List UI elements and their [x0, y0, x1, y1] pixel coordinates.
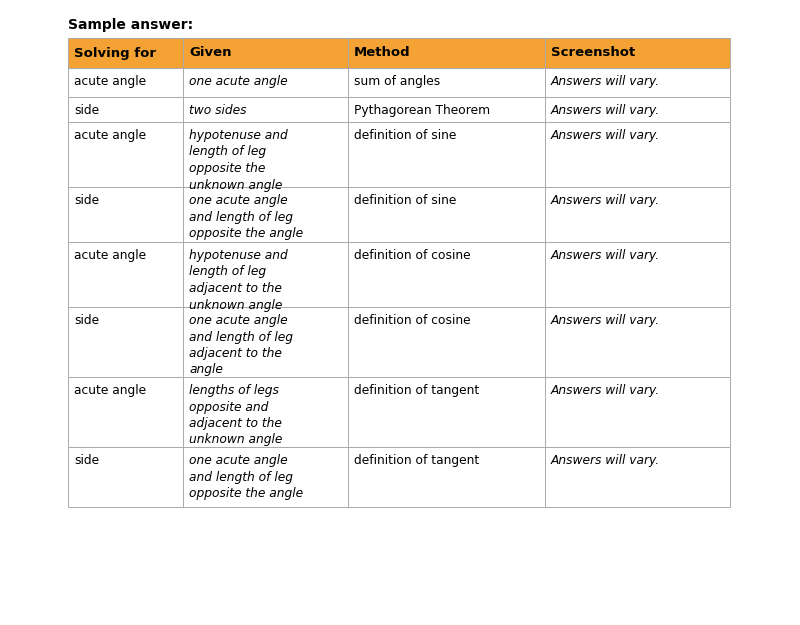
Text: definition of sine: definition of sine — [354, 194, 456, 207]
Bar — [68, 68, 183, 97]
Bar — [68, 97, 183, 122]
Text: side: side — [74, 314, 99, 327]
Text: lengths of legs
opposite and
adjacent to the
unknown angle: lengths of legs opposite and adjacent to… — [189, 384, 282, 446]
Bar — [545, 38, 730, 68]
Bar — [183, 447, 348, 507]
Text: one acute angle: one acute angle — [189, 75, 288, 88]
Text: Given: Given — [189, 46, 231, 59]
Bar — [183, 97, 348, 122]
Text: side: side — [74, 194, 99, 207]
Bar — [545, 447, 730, 507]
Text: Answers will vary.: Answers will vary. — [551, 384, 660, 397]
Text: definition of tangent: definition of tangent — [354, 384, 479, 397]
Text: acute angle: acute angle — [74, 384, 146, 397]
Bar — [183, 68, 348, 97]
Bar — [183, 242, 348, 307]
Text: Answers will vary.: Answers will vary. — [551, 314, 660, 327]
Text: Screenshot: Screenshot — [551, 46, 635, 59]
Bar — [545, 307, 730, 377]
Bar — [545, 122, 730, 187]
Text: acute angle: acute angle — [74, 249, 146, 262]
Text: Answers will vary.: Answers will vary. — [551, 129, 660, 142]
Text: acute angle: acute angle — [74, 75, 146, 88]
Bar — [68, 187, 183, 242]
Text: Answers will vary.: Answers will vary. — [551, 104, 660, 117]
Text: Answers will vary.: Answers will vary. — [551, 75, 660, 88]
Bar — [183, 307, 348, 377]
Bar — [183, 38, 348, 68]
Bar — [68, 242, 183, 307]
Bar — [348, 307, 545, 377]
Text: acute angle: acute angle — [74, 129, 146, 142]
Text: Sample answer:: Sample answer: — [68, 18, 193, 32]
Bar — [68, 122, 183, 187]
Bar — [545, 242, 730, 307]
Text: one acute angle
and length of leg
opposite the angle: one acute angle and length of leg opposi… — [189, 194, 303, 240]
Text: Solving for: Solving for — [74, 46, 156, 59]
Bar — [545, 68, 730, 97]
Bar — [68, 307, 183, 377]
Bar — [348, 242, 545, 307]
Text: Method: Method — [354, 46, 410, 59]
Text: definition of cosine: definition of cosine — [354, 314, 470, 327]
Text: side: side — [74, 104, 99, 117]
Text: two sides: two sides — [189, 104, 246, 117]
Text: one acute angle
and length of leg
adjacent to the
angle: one acute angle and length of leg adjace… — [189, 314, 293, 376]
Bar — [68, 377, 183, 447]
Bar — [545, 97, 730, 122]
Text: sum of angles: sum of angles — [354, 75, 440, 88]
Bar — [348, 97, 545, 122]
Text: Answers will vary.: Answers will vary. — [551, 454, 660, 467]
Text: one acute angle
and length of leg
opposite the angle: one acute angle and length of leg opposi… — [189, 454, 303, 500]
Bar — [545, 187, 730, 242]
Text: hypotenuse and
length of leg
adjacent to the
unknown angle: hypotenuse and length of leg adjacent to… — [189, 249, 288, 311]
Bar — [183, 187, 348, 242]
Bar — [348, 377, 545, 447]
Bar — [545, 377, 730, 447]
Text: definition of cosine: definition of cosine — [354, 249, 470, 262]
Bar — [348, 68, 545, 97]
Text: hypotenuse and
length of leg
opposite the
unknown angle: hypotenuse and length of leg opposite th… — [189, 129, 288, 191]
Text: Answers will vary.: Answers will vary. — [551, 249, 660, 262]
Text: side: side — [74, 454, 99, 467]
Bar — [68, 447, 183, 507]
Bar — [183, 122, 348, 187]
Text: Answers will vary.: Answers will vary. — [551, 194, 660, 207]
Bar — [348, 38, 545, 68]
Bar — [183, 377, 348, 447]
Bar — [68, 38, 183, 68]
Bar — [348, 447, 545, 507]
Text: definition of sine: definition of sine — [354, 129, 456, 142]
Bar — [348, 187, 545, 242]
Text: definition of tangent: definition of tangent — [354, 454, 479, 467]
Bar — [348, 122, 545, 187]
Text: Pythagorean Theorem: Pythagorean Theorem — [354, 104, 490, 117]
